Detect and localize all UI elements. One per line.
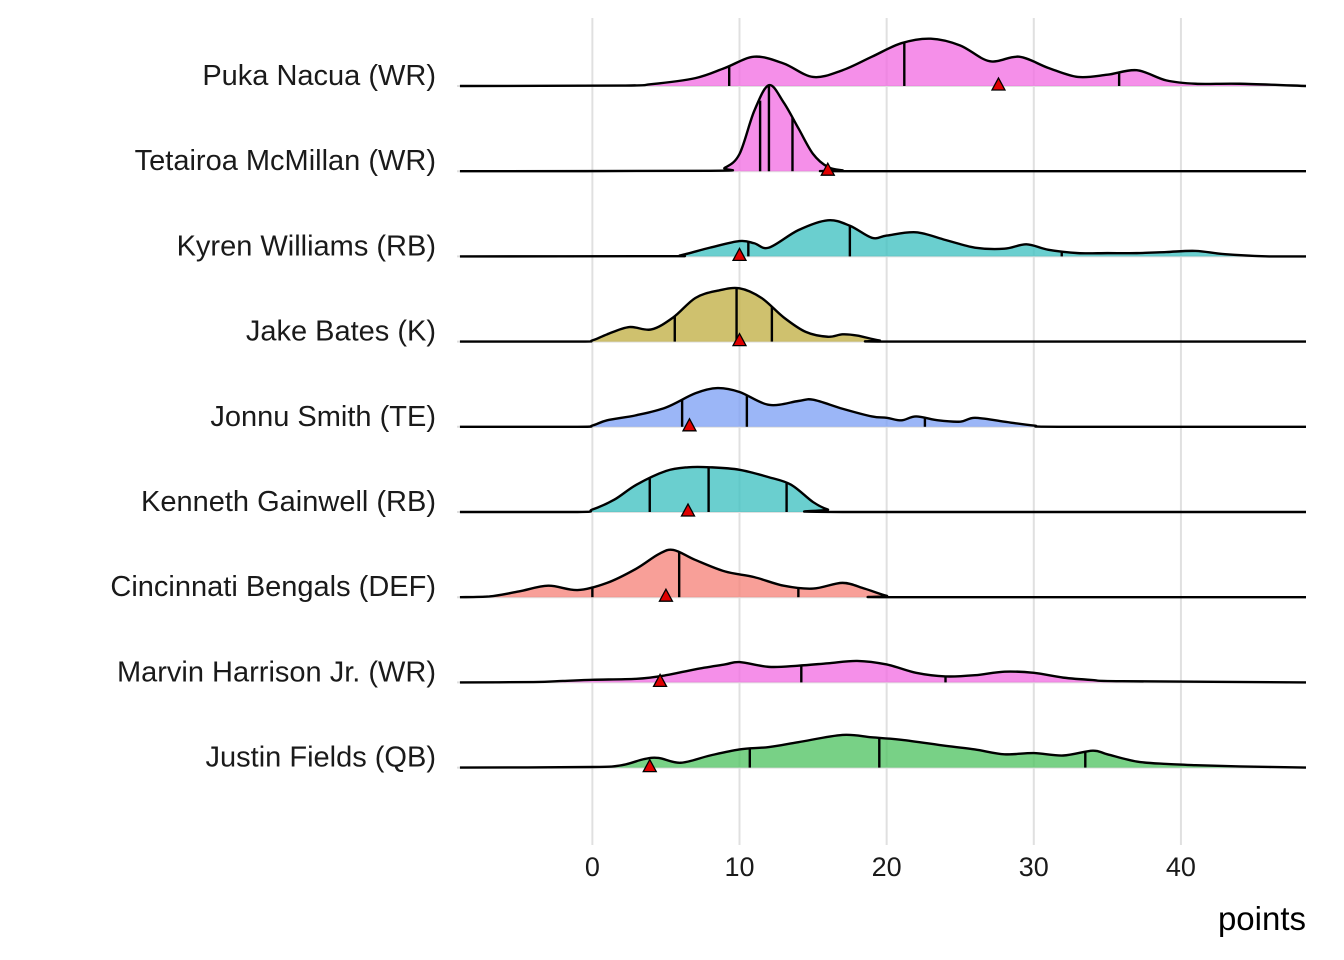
- x-tick-label: 30: [1019, 852, 1049, 882]
- projection-marker: [658, 587, 674, 602]
- ridge-row: [459, 83, 1306, 176]
- x-tick-label: 40: [1166, 852, 1196, 882]
- projection-marker: [680, 502, 696, 517]
- projection-marker: [731, 247, 748, 262]
- density-outline: [459, 548, 1306, 599]
- ridge-row: [459, 659, 1307, 688]
- y-label: Marvin Harrison Jr. (WR): [117, 656, 436, 688]
- density-fill: [459, 660, 1306, 683]
- density-outline: [459, 659, 1307, 684]
- density-fill: [459, 85, 1306, 172]
- ridge-row: [459, 218, 1306, 262]
- density-outline: [459, 83, 1306, 173]
- ridge-row: [459, 465, 1306, 517]
- density-outline: [459, 733, 1307, 769]
- density-fill: [459, 220, 1306, 257]
- y-label: Cincinnati Bengals (DEF): [110, 571, 436, 603]
- projection-marker: [990, 76, 1007, 91]
- ridge-row: [459, 37, 1307, 91]
- ridge-row: [459, 733, 1307, 773]
- density-outline: [459, 37, 1307, 88]
- y-label: Jonnu Smith (TE): [210, 401, 436, 433]
- projection-marker: [820, 161, 836, 176]
- ridge-row: [459, 386, 1306, 432]
- projection-marker: [642, 758, 658, 773]
- density-outline: [459, 286, 1306, 343]
- x-tick-label: 0: [585, 852, 600, 882]
- density-outline: [459, 465, 1306, 514]
- x-axis-ticks: 0 10 20 30 40: [585, 852, 1196, 882]
- y-label: Kyren Williams (RB): [177, 230, 436, 262]
- projection-marker: [652, 673, 668, 688]
- density-fill: [459, 38, 1306, 86]
- y-label: Tetairoa McMillan (WR): [135, 145, 436, 177]
- density-outline: [459, 218, 1306, 258]
- density-fill: [459, 734, 1306, 768]
- y-label: Kenneth Gainwell (RB): [141, 486, 436, 518]
- projection-marker: [731, 332, 748, 347]
- y-label: Puka Nacua (WR): [202, 60, 436, 92]
- ridge-row: [459, 548, 1306, 602]
- density-fill: [459, 388, 1306, 427]
- density-fill: [459, 466, 1306, 512]
- density-outline: [459, 386, 1306, 429]
- y-axis-labels: Puka Nacua (WR) Tetairoa McMillan (WR) Kyr…: [110, 60, 436, 774]
- density-fill: [459, 287, 1306, 342]
- x-axis-title: points: [1218, 900, 1306, 937]
- x-tick-label: 20: [872, 852, 902, 882]
- gridlines: [591, 18, 1182, 845]
- y-label: Justin Fields (QB): [206, 742, 436, 774]
- projection-marker: [681, 417, 698, 432]
- ridge-row: [459, 286, 1306, 347]
- density-fill: [459, 549, 1306, 598]
- y-label: Jake Bates (K): [246, 316, 436, 348]
- ridges: [459, 37, 1307, 773]
- x-tick-label: 10: [724, 852, 754, 882]
